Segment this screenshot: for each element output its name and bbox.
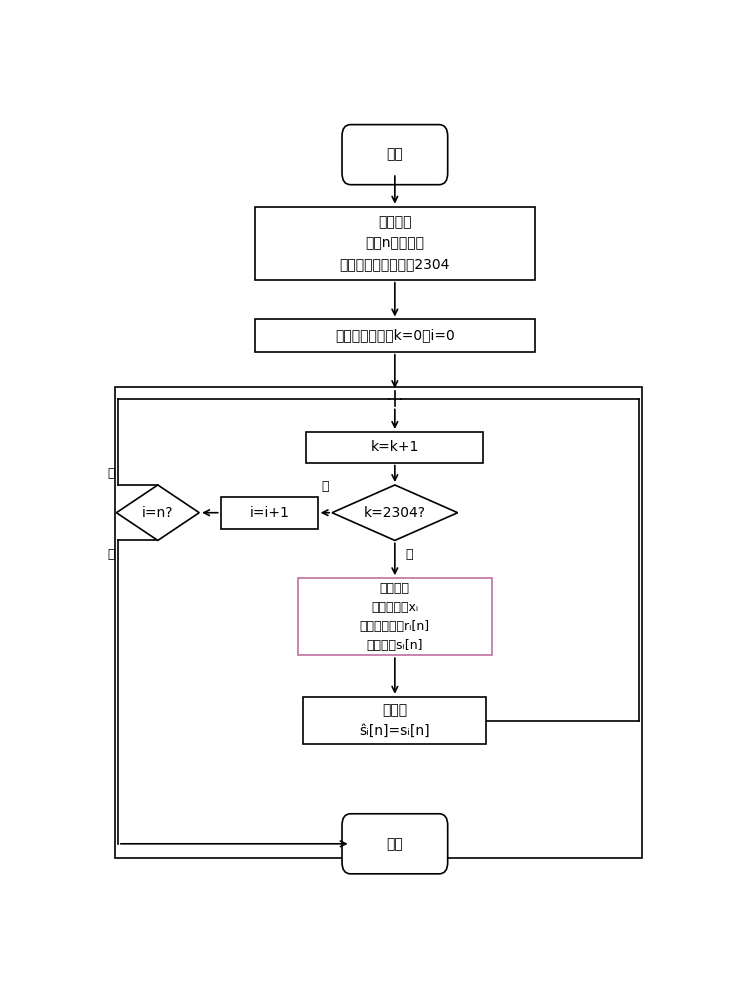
FancyBboxPatch shape [342, 814, 447, 874]
Bar [115, 387, 642, 858]
Text: 接收机：
接收数据块xᵢ
频域均衡处理rᵢ[n]
频偏补偿sᵢ[n]: 接收机： 接收数据块xᵢ 频域均衡处理rᵢ[n] 频偏补偿sᵢ[n] [360, 582, 430, 652]
Bar [298, 578, 492, 655]
Text: 开始: 开始 [386, 148, 403, 162]
Bar [220, 497, 318, 529]
Text: 否: 否 [405, 548, 413, 561]
Text: 否: 否 [108, 548, 115, 561]
Text: i=n?: i=n? [142, 506, 173, 520]
Text: k=2304?: k=2304? [364, 506, 426, 520]
Bar [307, 432, 483, 463]
Text: 初始化：
生成n个数据帧
每帧的数据块个数为2304: 初始化： 生成n个数据帧 每帧的数据块个数为2304 [340, 216, 450, 271]
Text: 是: 是 [321, 480, 329, 493]
Bar [255, 319, 535, 352]
Text: 结束: 结束 [386, 837, 403, 851]
Text: 输出：
ŝᵢ[n]=sᵢ[n]: 输出： ŝᵢ[n]=sᵢ[n] [360, 703, 430, 738]
Bar [255, 207, 535, 280]
Text: 初始化循环次数k=0，i=0: 初始化循环次数k=0，i=0 [335, 329, 455, 343]
Polygon shape [116, 485, 199, 540]
Text: i=i+1: i=i+1 [249, 506, 289, 520]
FancyBboxPatch shape [342, 125, 447, 185]
Bar [304, 697, 486, 744]
Text: 是: 是 [108, 467, 115, 480]
Text: k=k+1: k=k+1 [371, 440, 419, 454]
Polygon shape [332, 485, 458, 540]
